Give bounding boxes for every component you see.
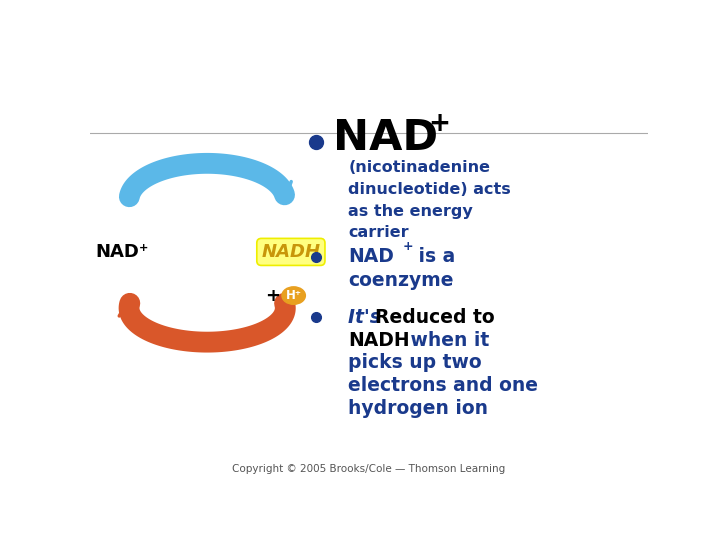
Text: is a: is a xyxy=(412,247,455,266)
Text: when it: when it xyxy=(404,330,490,349)
Text: NAD⁺: NAD⁺ xyxy=(96,243,149,261)
Point xyxy=(141,443,150,449)
Text: It's: It's xyxy=(348,308,388,327)
Circle shape xyxy=(282,287,305,305)
Text: Reduced to: Reduced to xyxy=(374,308,494,327)
Text: NADH: NADH xyxy=(261,243,320,261)
Text: +: + xyxy=(266,287,281,305)
Text: picks up two: picks up two xyxy=(348,353,482,373)
Text: +: + xyxy=(402,240,413,253)
Text: NAD: NAD xyxy=(348,247,395,266)
Text: (nicotinadenine
dinucleotide) acts
as the energy
carrier: (nicotinadenine dinucleotide) acts as th… xyxy=(348,160,511,240)
Text: +: + xyxy=(428,111,451,137)
Text: hydrogen ion: hydrogen ion xyxy=(348,399,488,418)
Text: electrons and one: electrons and one xyxy=(348,376,539,395)
Text: H⁺: H⁺ xyxy=(286,289,302,302)
Text: NADH: NADH xyxy=(348,330,410,349)
Text: Copyright © 2005 Brooks/Cole — Thomson Learning: Copyright © 2005 Brooks/Cole — Thomson L… xyxy=(233,464,505,474)
Text: NAD: NAD xyxy=(333,117,438,159)
Text: coenzyme: coenzyme xyxy=(348,271,454,289)
Point xyxy=(86,443,94,449)
